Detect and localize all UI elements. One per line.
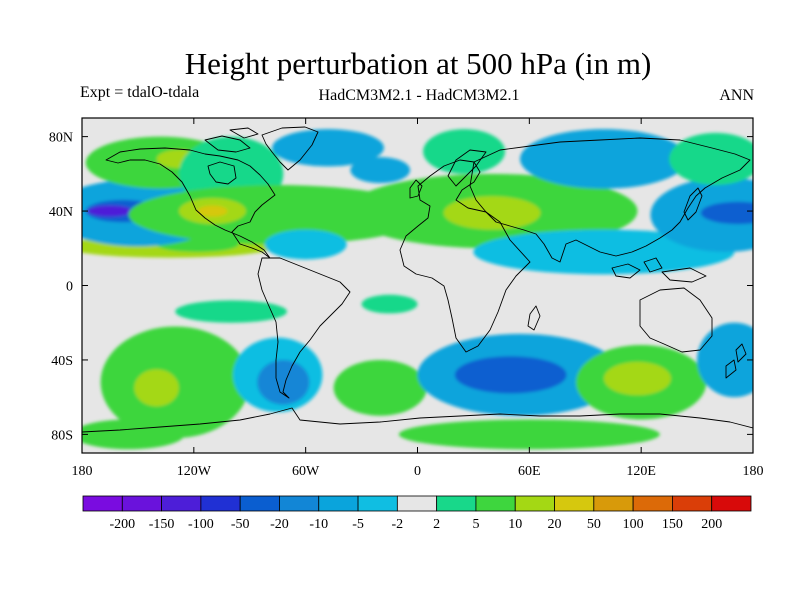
positive-anomaly-region	[423, 129, 506, 174]
colorbar-label: -200	[109, 517, 135, 532]
experiment-label: Expt = tdalO-tdala	[80, 84, 200, 101]
colorbar-swatch	[593, 495, 634, 512]
x-tick-label: 180	[743, 464, 764, 479]
negative-anomaly-region	[257, 359, 310, 405]
colorbar-label: -100	[188, 517, 214, 532]
x-tick-label: 60W	[292, 464, 320, 479]
colorbar-label: 100	[623, 517, 644, 532]
y-tick-label: 40N	[49, 205, 73, 220]
chart-title: Height perturbation at 500 hPa (in m)	[184, 46, 652, 81]
positive-anomaly-region	[361, 294, 418, 314]
colorbar-label: -2	[392, 517, 404, 532]
negative-anomaly-region	[454, 356, 567, 394]
positive-anomaly-region	[333, 359, 427, 416]
positive-anomaly-region	[175, 300, 288, 323]
negative-anomaly-region	[87, 205, 133, 217]
colorbar-label: -50	[231, 517, 250, 532]
x-tick-label: 60E	[518, 464, 541, 479]
colorbar-label: 50	[587, 517, 601, 532]
colorbar-swatch	[279, 495, 320, 512]
coastline-antarctica	[82, 407, 753, 433]
positive-anomaly-region	[82, 419, 185, 450]
coastline-australia	[639, 287, 713, 353]
colorbar-swatch	[632, 495, 673, 512]
coastline-asia	[469, 137, 751, 263]
positive-anomaly-region	[197, 205, 228, 217]
coastline-arctic-islands	[204, 127, 259, 153]
x-axis: 180 120W 60W 0 60E 120E 180	[72, 118, 764, 479]
colorbar-label: 200	[701, 517, 722, 532]
colorbar-swatch	[475, 495, 516, 512]
x-tick-label: 120E	[626, 464, 656, 479]
negative-anomaly-region	[520, 129, 688, 189]
colorbar-swatch	[357, 495, 398, 512]
negative-anomaly-region	[264, 229, 347, 260]
coastline-europe-africa	[399, 159, 531, 353]
coastline-north-america	[105, 147, 276, 259]
colorbar-label: 20	[548, 517, 562, 532]
negative-anomaly-region	[272, 129, 384, 167]
colorbar-swatch	[161, 495, 202, 512]
y-tick-label: 40S	[51, 354, 73, 369]
colorbar-swatch	[121, 495, 162, 512]
coastline-uk	[409, 179, 423, 199]
colorbar-swatch	[514, 495, 555, 512]
negative-anomaly-region	[350, 157, 411, 184]
colorbar-swatch	[436, 495, 477, 512]
colorbar-label: -20	[270, 517, 289, 532]
coastlines	[82, 126, 753, 433]
coastline-madagascar	[527, 305, 541, 331]
colorbar-label: -5	[352, 517, 364, 532]
season-label: ANN	[719, 87, 754, 104]
colorbar-swatch	[396, 495, 438, 512]
x-tick-label: 120W	[177, 464, 212, 479]
colorbar-label: 2	[433, 517, 440, 532]
colorbar-label: 150	[662, 517, 683, 532]
positive-anomaly-region	[398, 419, 660, 450]
colorbar-label: 10	[508, 517, 522, 532]
positive-anomaly-region	[134, 369, 179, 407]
coastline-se-asia-islands	[611, 257, 707, 283]
coastline-south-america	[257, 257, 351, 399]
coastline-hudson-bay	[207, 161, 237, 185]
coastline-new-zealand	[725, 343, 747, 379]
contour-map	[82, 118, 753, 453]
colorbar-swatch	[239, 495, 280, 512]
colorbar-swatch	[82, 495, 123, 512]
negative-anomaly-region	[697, 322, 753, 398]
x-tick-label: 180	[72, 464, 93, 479]
colorbar-swatch	[554, 495, 595, 512]
colorbar-swatch	[200, 495, 241, 512]
y-axis: 80N 40N 0 40S 80S	[49, 131, 753, 443]
colorbar-label: 5	[472, 517, 479, 532]
y-tick-label: 80N	[49, 131, 73, 146]
model-label: HadCM3M2.1 - HadCM3M2.1	[318, 87, 520, 104]
colorbar-label: -10	[309, 517, 328, 532]
colorbar-swatch	[672, 495, 713, 512]
colorbar: -200 -150 -100 -50 -20 -10 -5 -2 2 5 10 20 50 100 150 2…	[82, 495, 752, 532]
positive-anomaly-region	[443, 196, 541, 230]
x-tick-label: 0	[414, 464, 421, 479]
positive-anomaly-region	[603, 361, 671, 396]
colorbar-swatch	[711, 495, 752, 512]
positive-anomaly-region	[669, 132, 753, 185]
y-tick-label: 0	[66, 280, 73, 295]
coastline-japan	[683, 187, 703, 221]
colorbar-label: -150	[149, 517, 175, 532]
y-tick-label: 80S	[51, 428, 73, 443]
colorbar-swatch	[318, 495, 359, 512]
negative-anomaly-region	[700, 201, 753, 225]
coastline-greenland	[261, 126, 319, 171]
negative-anomaly-region	[473, 229, 735, 275]
contour-regions	[82, 129, 753, 450]
